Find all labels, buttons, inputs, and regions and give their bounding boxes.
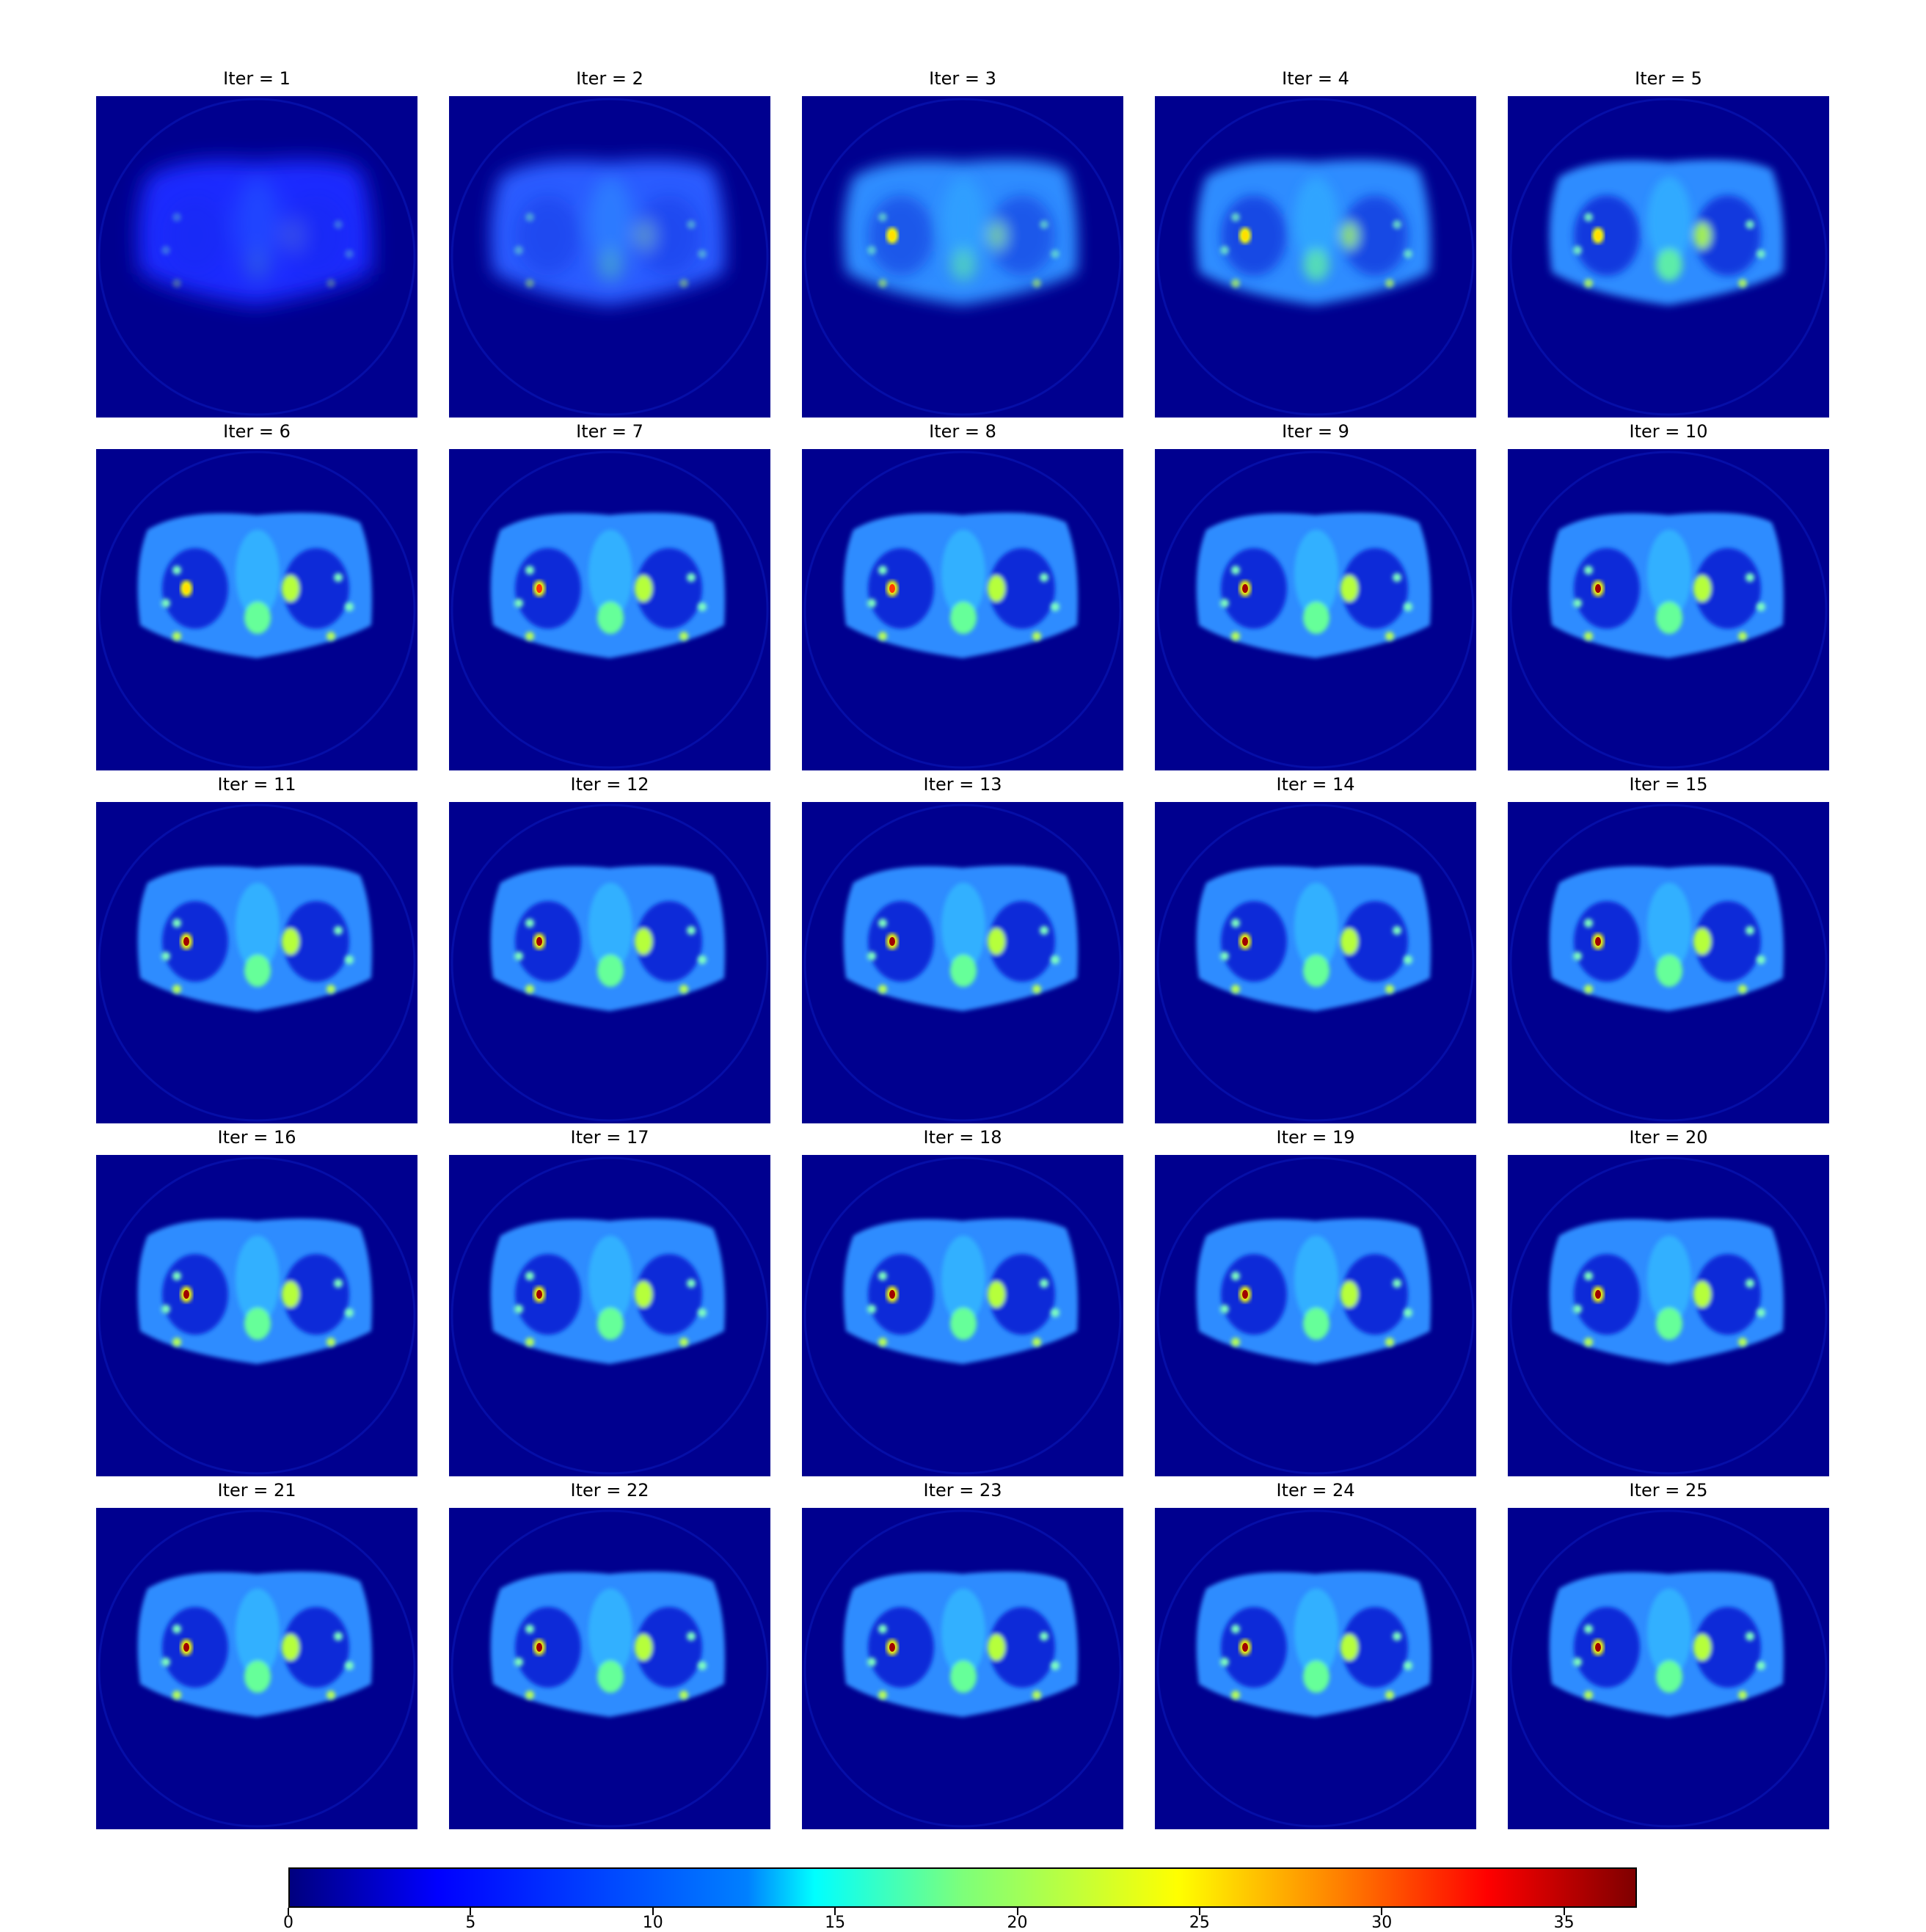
reconstruction-image <box>449 1508 770 1829</box>
reconstruction-image <box>1508 1508 1829 1829</box>
colorbar-tick <box>288 1908 289 1915</box>
reconstruction-image <box>1508 1155 1829 1476</box>
panel-title: Iter = 3 <box>929 68 996 89</box>
panel-title: Iter = 15 <box>1629 774 1708 795</box>
panel-title: Iter = 20 <box>1629 1127 1708 1148</box>
reconstruction-image <box>449 1155 770 1476</box>
panel-title: Iter = 1 <box>223 68 291 89</box>
reconstruction-image <box>96 1508 417 1829</box>
reconstruction-image <box>96 1155 417 1476</box>
panel-title: Iter = 12 <box>570 774 649 795</box>
reconstruction-image <box>96 802 417 1123</box>
panel-title: Iter = 13 <box>923 774 1002 795</box>
panel-title: Iter = 24 <box>1276 1480 1355 1501</box>
panel-title: Iter = 16 <box>217 1127 296 1148</box>
image-grid: Iter = 1 Iter = 2 <box>96 68 1829 1829</box>
reconstruction-image <box>449 449 770 770</box>
panel-title: Iter = 17 <box>570 1127 649 1148</box>
panel-title: Iter = 4 <box>1282 68 1349 89</box>
reconstruction-image <box>1155 1508 1476 1829</box>
reconstruction-image <box>1508 449 1829 770</box>
panel-title: Iter = 23 <box>923 1480 1002 1501</box>
colorbar-tick <box>1563 1908 1565 1915</box>
reconstruction-image <box>802 1508 1123 1829</box>
panel-title: Iter = 5 <box>1635 68 1702 89</box>
panel-title: Iter = 21 <box>217 1480 296 1501</box>
colorbar-tick <box>652 1908 654 1915</box>
panel-title: Iter = 11 <box>217 774 296 795</box>
colorbar-tick-label: 30 <box>1371 1914 1393 1932</box>
colorbar-tick <box>1198 1908 1200 1915</box>
reconstruction-image <box>802 96 1123 418</box>
reconstruction-image <box>1155 96 1476 418</box>
reconstruction-image <box>96 449 417 770</box>
reconstruction-image <box>1155 449 1476 770</box>
reconstruction-image <box>1508 96 1829 418</box>
colorbar-tick <box>1381 1908 1383 1915</box>
colorbar-tick-label: 15 <box>825 1914 846 1932</box>
panel-title: Iter = 7 <box>576 421 643 442</box>
panel-title: Iter = 25 <box>1629 1480 1708 1501</box>
colorbar <box>288 1867 1637 1908</box>
colorbar-tick-label: 0 <box>283 1914 293 1932</box>
panel-title: Iter = 9 <box>1282 421 1349 442</box>
colorbar-tick-label: 20 <box>1007 1914 1028 1932</box>
reconstruction-image <box>96 96 417 418</box>
colorbar-tick-label: 25 <box>1189 1914 1210 1932</box>
reconstruction-image <box>449 802 770 1123</box>
panel-title: Iter = 18 <box>923 1127 1002 1148</box>
panel-title: Iter = 2 <box>576 68 643 89</box>
colorbar-tick <box>470 1908 472 1915</box>
colorbar-tick <box>834 1908 836 1915</box>
reconstruction-image <box>1155 1155 1476 1476</box>
colorbar-tick <box>1016 1908 1018 1915</box>
panel-title: Iter = 14 <box>1276 774 1355 795</box>
reconstruction-image <box>802 802 1123 1123</box>
reconstruction-image <box>449 96 770 418</box>
panel-title: Iter = 8 <box>929 421 996 442</box>
reconstruction-image <box>1508 802 1829 1123</box>
colorbar-tick-label: 10 <box>642 1914 663 1932</box>
panel-title: Iter = 19 <box>1276 1127 1355 1148</box>
colorbar-tick-label: 5 <box>465 1914 476 1932</box>
reconstruction-image <box>802 449 1123 770</box>
reconstruction-image <box>802 1155 1123 1476</box>
panel-title: Iter = 10 <box>1629 421 1708 442</box>
colorbar-tick-label: 35 <box>1553 1914 1575 1932</box>
panel-title: Iter = 6 <box>223 421 291 442</box>
panel-title: Iter = 22 <box>570 1480 649 1501</box>
reconstruction-image <box>1155 802 1476 1123</box>
